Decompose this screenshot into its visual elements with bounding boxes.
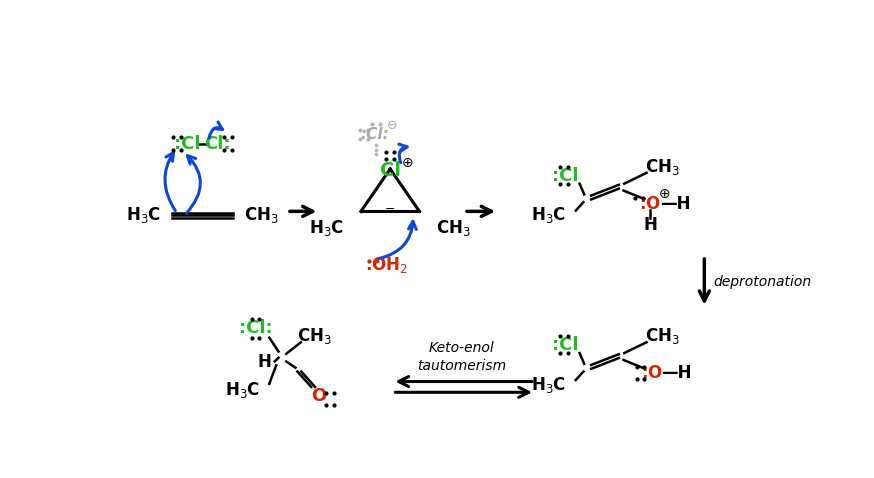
Text: $\ominus$: $\ominus$ xyxy=(386,119,398,131)
Text: :Cl:: :Cl: xyxy=(239,319,272,337)
Text: :$\bf{O}$: :$\bf{O}$ xyxy=(641,364,663,382)
Text: deprotonation: deprotonation xyxy=(713,275,812,289)
Text: CH$_3$: CH$_3$ xyxy=(244,205,279,225)
Text: tautomerism: tautomerism xyxy=(417,359,506,373)
Text: −: − xyxy=(385,203,395,217)
Text: $\bf{O}$: $\bf{O}$ xyxy=(311,387,328,405)
Text: Cl: Cl xyxy=(379,161,400,180)
Text: H$_3$C: H$_3$C xyxy=(531,375,566,395)
Text: H: H xyxy=(643,216,657,234)
Text: —H: —H xyxy=(662,364,692,382)
Text: Cl:: Cl: xyxy=(205,135,231,152)
Text: CH$_3$: CH$_3$ xyxy=(297,326,332,346)
Text: CH$_3$: CH$_3$ xyxy=(645,326,679,346)
Text: CH$_3$: CH$_3$ xyxy=(436,218,471,239)
Text: :Cl: :Cl xyxy=(174,135,200,152)
Text: Keto-enol: Keto-enol xyxy=(429,341,495,356)
Text: :$\bf{O}$H$_2$: :$\bf{O}$H$_2$ xyxy=(364,255,408,275)
Text: H: H xyxy=(258,352,272,370)
Text: :$\bf{O}$: :$\bf{O}$ xyxy=(640,195,662,213)
Text: :Cl:: :Cl: xyxy=(360,127,389,142)
Text: H$_3$C: H$_3$C xyxy=(225,380,260,400)
Text: $\oplus$: $\oplus$ xyxy=(401,156,413,170)
Text: :Cl: :Cl xyxy=(552,337,579,354)
Text: CH$_3$: CH$_3$ xyxy=(645,157,679,177)
Text: $\oplus$: $\oplus$ xyxy=(658,187,670,201)
Text: —H: —H xyxy=(660,195,690,213)
Text: H$_3$C: H$_3$C xyxy=(126,205,162,225)
Text: H$_3$C: H$_3$C xyxy=(531,205,566,225)
Text: :Cl: :Cl xyxy=(552,167,579,185)
Text: H$_3$C: H$_3$C xyxy=(309,218,344,239)
